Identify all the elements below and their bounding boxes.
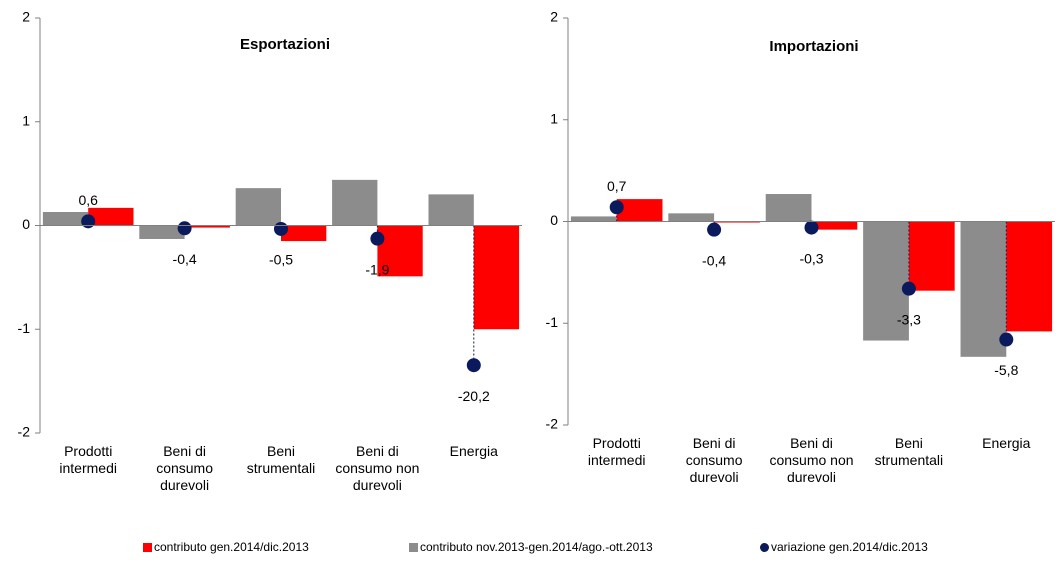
y-tick-label: -2 (546, 416, 559, 432)
dot (609, 200, 624, 215)
bar (960, 221, 1007, 357)
y-tick-label: 0 (550, 212, 558, 228)
legend-item: variazione gen.2014/dic.2013 (760, 540, 928, 554)
legend-label: variazione gen.2014/dic.2013 (771, 540, 928, 554)
data-label: -0,4 (173, 251, 197, 267)
data-label: -1,9 (365, 261, 389, 277)
bar (235, 188, 281, 226)
x-tick-label: Beni di consumo durevoli (685, 435, 743, 485)
legend-swatch (409, 542, 418, 552)
y-tick-label: 2 (22, 9, 30, 25)
dot (370, 231, 385, 246)
bar (88, 207, 134, 226)
legend-swatch (760, 542, 769, 552)
y-tick-label: 2 (550, 9, 558, 25)
dot (177, 221, 192, 236)
y-tick-label: -1 (546, 314, 559, 330)
x-tick-label: Prodotti intermedi (587, 435, 646, 468)
dot (707, 222, 722, 237)
data-label: -0,3 (799, 250, 823, 266)
legend-swatch (143, 542, 152, 552)
bar (1006, 221, 1053, 332)
dot (901, 281, 916, 296)
bar (428, 194, 474, 226)
bar (811, 221, 858, 230)
bar (908, 221, 955, 291)
bar (570, 216, 617, 222)
x-tick-label: Beni di consumo durevoli (156, 443, 213, 493)
x-tick-label: Energia (982, 435, 1031, 451)
legend-item: contributo nov.2013-gen.2014/ago.-ott.20… (409, 540, 653, 554)
bar (332, 179, 378, 226)
legend-label: contributo gen.2014/dic.2013 (154, 540, 309, 554)
legend-label: contributo nov.2013-gen.2014/ago.-ott.20… (420, 540, 653, 554)
data-label: 0,7 (607, 178, 627, 194)
dot (274, 221, 288, 236)
x-tick-label: Energia (449, 443, 498, 459)
x-tick-label: Beni di consumo non durevoli (335, 443, 420, 493)
bar (668, 213, 715, 222)
data-label: -5,8 (994, 362, 1018, 378)
y-tick-label: -1 (18, 320, 31, 336)
bar (139, 225, 185, 239)
dot (81, 214, 96, 229)
x-tick-label: Beni strumentali (246, 443, 316, 476)
y-tick-label: -2 (18, 424, 31, 440)
data-label: -3,3 (897, 311, 921, 327)
bar (281, 225, 327, 242)
data-label: -0,5 (269, 252, 293, 268)
bar (863, 221, 909, 341)
x-tick-label: Beni strumentali (874, 435, 944, 468)
x-tick-label: Beni di consumo non durevoli (769, 435, 854, 485)
bar (377, 225, 423, 277)
bar (616, 199, 663, 222)
data-label: -0,4 (702, 252, 726, 268)
dot (999, 332, 1014, 347)
bar (765, 194, 812, 222)
bar (473, 225, 520, 330)
y-tick-label: 1 (550, 110, 558, 126)
data-label: 0,6 (78, 192, 98, 208)
y-tick-label: 1 (22, 112, 30, 128)
y-tick-label: 0 (22, 216, 30, 232)
legend-item: contributo gen.2014/dic.2013 (143, 540, 309, 554)
data-label: -20,2 (458, 388, 490, 404)
chart-title: Importazioni (769, 38, 858, 55)
dot (466, 358, 481, 373)
bar (42, 212, 89, 226)
bar (184, 225, 230, 228)
bar (714, 221, 760, 223)
chart-title: Esportazioni (240, 36, 330, 53)
x-tick-label: Prodotti intermedi (59, 443, 117, 476)
dot (804, 220, 819, 235)
